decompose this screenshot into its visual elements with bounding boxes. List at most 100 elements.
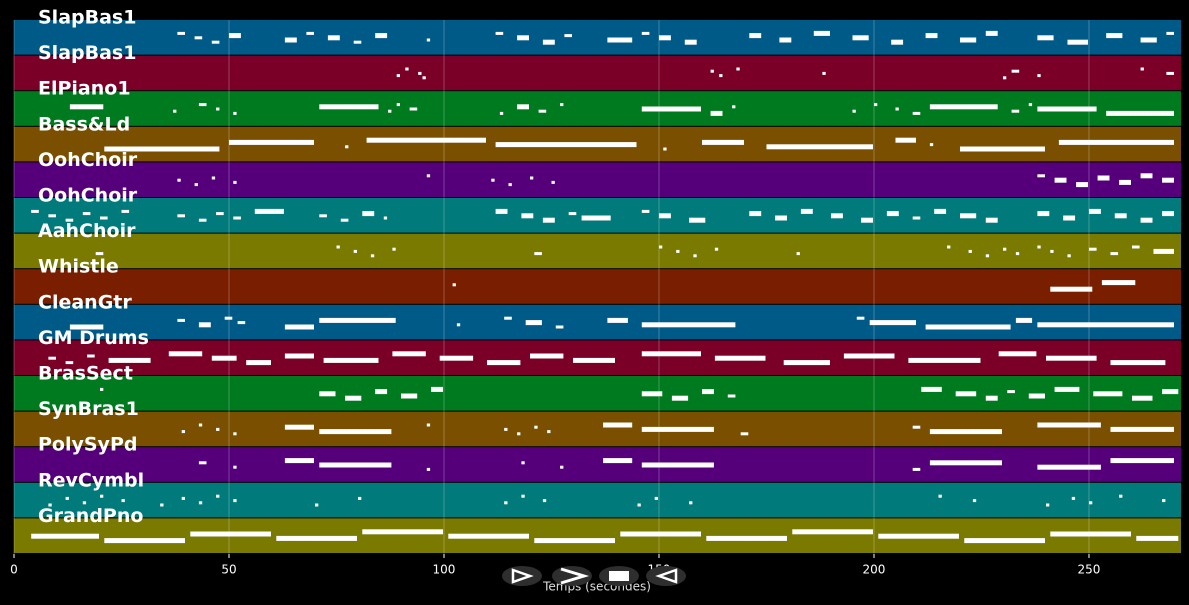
- note: [177, 31, 185, 35]
- note: [792, 529, 873, 535]
- note: [216, 494, 220, 498]
- note: [284, 458, 314, 464]
- note: [319, 391, 336, 397]
- note: [362, 211, 375, 217]
- note: [1162, 389, 1179, 395]
- note: [542, 499, 547, 503]
- note: [641, 106, 701, 112]
- note: [671, 395, 689, 401]
- forward-button[interactable]: [552, 566, 592, 586]
- note: [641, 351, 701, 357]
- note: [534, 425, 538, 429]
- note: [383, 216, 388, 220]
- note: [822, 71, 826, 75]
- note: [491, 178, 495, 182]
- stop-button[interactable]: [599, 566, 639, 586]
- note: [486, 360, 521, 366]
- note: [1050, 531, 1131, 537]
- note: [517, 432, 521, 436]
- note: [740, 432, 749, 436]
- track-name: SlapBas1: [38, 7, 136, 29]
- note: [194, 183, 198, 187]
- play-button[interactable]: [502, 566, 542, 586]
- note: [1119, 179, 1131, 185]
- note: [216, 107, 220, 111]
- note: [929, 143, 934, 147]
- note: [48, 356, 56, 360]
- note: [181, 430, 185, 434]
- note: [216, 212, 224, 216]
- note: [177, 214, 185, 218]
- note: [233, 465, 237, 469]
- note: [1110, 458, 1174, 464]
- note: [319, 317, 396, 323]
- note: [934, 208, 947, 214]
- note: [1088, 501, 1093, 505]
- note: [1110, 426, 1174, 432]
- note: [426, 467, 431, 471]
- note: [796, 252, 800, 256]
- note: [641, 31, 650, 35]
- note: [177, 178, 181, 182]
- note: [1131, 395, 1153, 401]
- note: [603, 422, 633, 428]
- note: [521, 461, 525, 465]
- note: [775, 215, 787, 221]
- note: [736, 67, 740, 71]
- note: [521, 494, 525, 498]
- note: [869, 320, 916, 326]
- note: [873, 103, 878, 107]
- note: [701, 139, 744, 145]
- note: [714, 355, 766, 361]
- note: [637, 503, 641, 507]
- track-name: SynBras1: [38, 398, 139, 420]
- note: [422, 76, 426, 80]
- track-name: CleanGtr: [38, 291, 132, 313]
- note: [198, 501, 203, 505]
- note: [641, 426, 714, 432]
- note: [517, 35, 529, 41]
- note: [345, 395, 362, 401]
- note: [676, 249, 680, 253]
- note: [48, 214, 56, 218]
- note: [173, 109, 177, 113]
- note: [198, 461, 207, 465]
- note: [843, 353, 895, 359]
- note: [233, 432, 237, 436]
- note: [396, 103, 400, 107]
- note: [396, 74, 400, 78]
- note: [1106, 110, 1174, 116]
- note: [160, 503, 164, 507]
- track-lane: [14, 304, 1181, 340]
- note: [357, 496, 362, 500]
- note: [495, 142, 637, 148]
- note: [353, 40, 362, 44]
- note: [878, 533, 959, 539]
- note: [1140, 217, 1153, 223]
- note: [190, 531, 271, 537]
- note: [607, 37, 633, 43]
- note: [1045, 503, 1050, 507]
- note: [1131, 245, 1140, 249]
- note: [121, 499, 125, 503]
- note: [568, 212, 577, 216]
- note: [572, 357, 615, 363]
- note: [1050, 249, 1054, 253]
- note: [998, 351, 1037, 357]
- note: [104, 146, 220, 152]
- note: [284, 324, 314, 330]
- note: [689, 501, 693, 505]
- note: [345, 145, 349, 149]
- note: [658, 213, 671, 219]
- note: [693, 254, 697, 258]
- back-button[interactable]: [646, 566, 686, 586]
- note: [529, 176, 534, 180]
- note: [706, 535, 787, 541]
- note: [1037, 422, 1101, 428]
- note: [1162, 211, 1174, 217]
- note: [912, 111, 921, 115]
- controls: [502, 566, 686, 586]
- note: [542, 39, 555, 45]
- note: [925, 33, 938, 39]
